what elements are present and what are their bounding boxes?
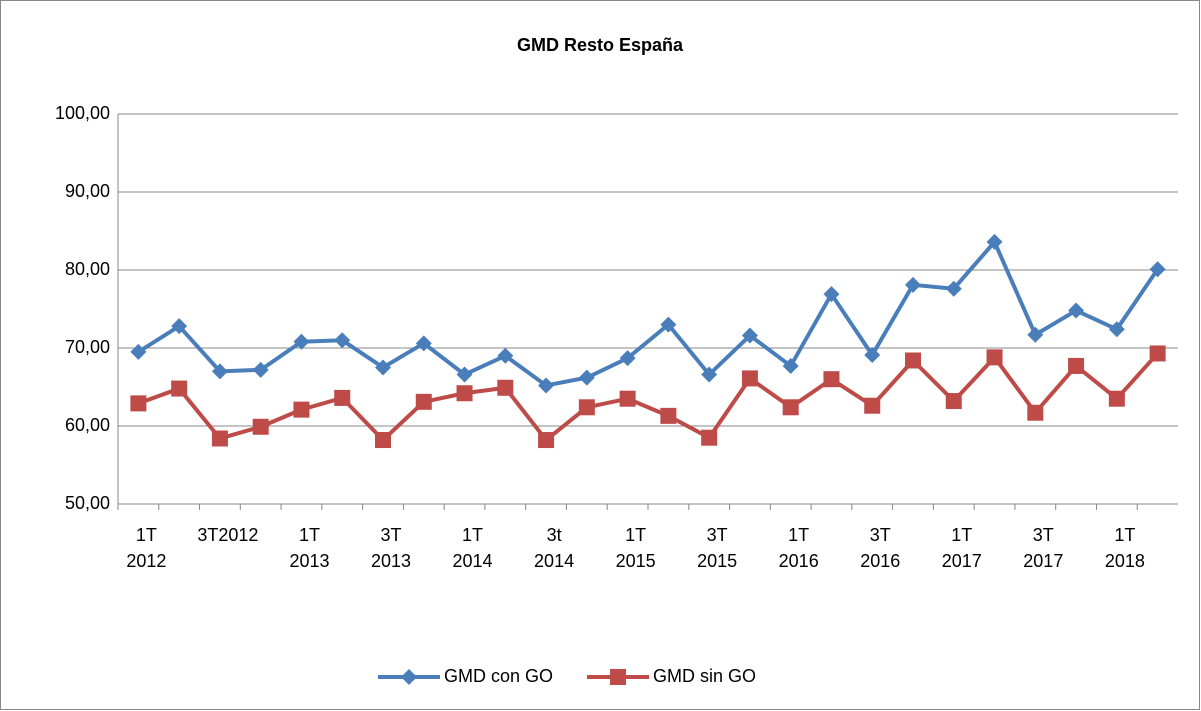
data-point: [538, 432, 555, 449]
y-tick-label: 50,00: [65, 493, 110, 513]
data-point: [741, 327, 758, 344]
y-tick-label: 80,00: [65, 259, 110, 279]
data-point: [782, 399, 799, 416]
data-point: [905, 352, 921, 369]
y-tick-label: 90,00: [65, 181, 110, 201]
x-tick-label: 1T 2015: [616, 525, 656, 571]
data-point: [823, 286, 840, 303]
data-point: [578, 369, 595, 386]
data-point: [252, 418, 269, 435]
data-point: [864, 397, 881, 414]
x-tick-label: 1T 2017: [942, 525, 982, 571]
data-point: [905, 276, 921, 293]
data-point: [171, 318, 188, 335]
data-point: [1108, 321, 1125, 338]
data-point: [1149, 345, 1166, 362]
data-point: [1027, 326, 1044, 343]
data-point: [211, 363, 228, 380]
data-point: [782, 357, 799, 374]
x-tick-label: 1T 2013: [289, 525, 329, 571]
data-point: [1068, 357, 1085, 374]
legend-label: GMD sin GO: [653, 666, 756, 686]
data-point: [701, 429, 718, 446]
x-tick-label: 3t 2014: [534, 525, 574, 571]
x-tick-label: 1T 2014: [453, 525, 493, 571]
data-point: [1149, 261, 1166, 278]
y-tick-label: 60,00: [65, 415, 110, 435]
data-point: [1068, 302, 1085, 319]
data-point: [701, 366, 718, 383]
data-point: [538, 377, 555, 394]
data-point: [619, 350, 636, 367]
data-point: [741, 370, 758, 387]
data-point: [375, 432, 391, 449]
data-point: [130, 395, 147, 412]
x-tick-label: 3T 2016: [860, 525, 900, 571]
data-point: [415, 335, 432, 352]
data-point: [456, 366, 473, 383]
data-point: [986, 233, 1003, 250]
data-point: [1027, 404, 1044, 421]
data-point: [293, 401, 310, 418]
data-point: [415, 393, 432, 410]
y-tick-label: 100,00: [55, 103, 110, 123]
data-point: [334, 389, 351, 406]
data-point: [171, 380, 188, 397]
data-point: [130, 343, 147, 360]
data-point: [823, 371, 840, 388]
legend-marker: [610, 669, 627, 685]
data-point: [619, 390, 636, 407]
data-point: [578, 399, 595, 416]
legend-label: GMD con GO: [444, 666, 553, 686]
x-tick-label: 1T 2016: [779, 525, 819, 571]
data-point: [293, 333, 310, 350]
x-tick-label: 3T2012: [197, 525, 258, 545]
data-point: [986, 349, 1003, 366]
data-point: [456, 385, 473, 402]
x-tick-label: 3T 2015: [697, 525, 737, 571]
y-tick-label: 70,00: [65, 337, 110, 357]
data-point: [375, 359, 391, 376]
data-point: [334, 332, 351, 349]
data-point: [497, 379, 514, 396]
x-tick-label: 3T 2017: [1023, 525, 1063, 571]
chart-title: GMD Resto España: [517, 35, 684, 55]
data-point: [660, 316, 677, 333]
data-point: [945, 280, 962, 297]
data-point: [945, 393, 962, 410]
data-point: [497, 347, 514, 364]
data-point: [211, 430, 228, 447]
x-tick-label: 1T 2018: [1105, 525, 1145, 571]
data-point: [252, 361, 269, 378]
legend-marker: [401, 669, 417, 685]
x-tick-label: 3T 2013: [371, 525, 411, 571]
data-point: [1108, 390, 1125, 407]
x-tick-label: 1T 2012: [126, 525, 166, 571]
data-point: [660, 407, 677, 424]
data-point: [864, 347, 881, 364]
